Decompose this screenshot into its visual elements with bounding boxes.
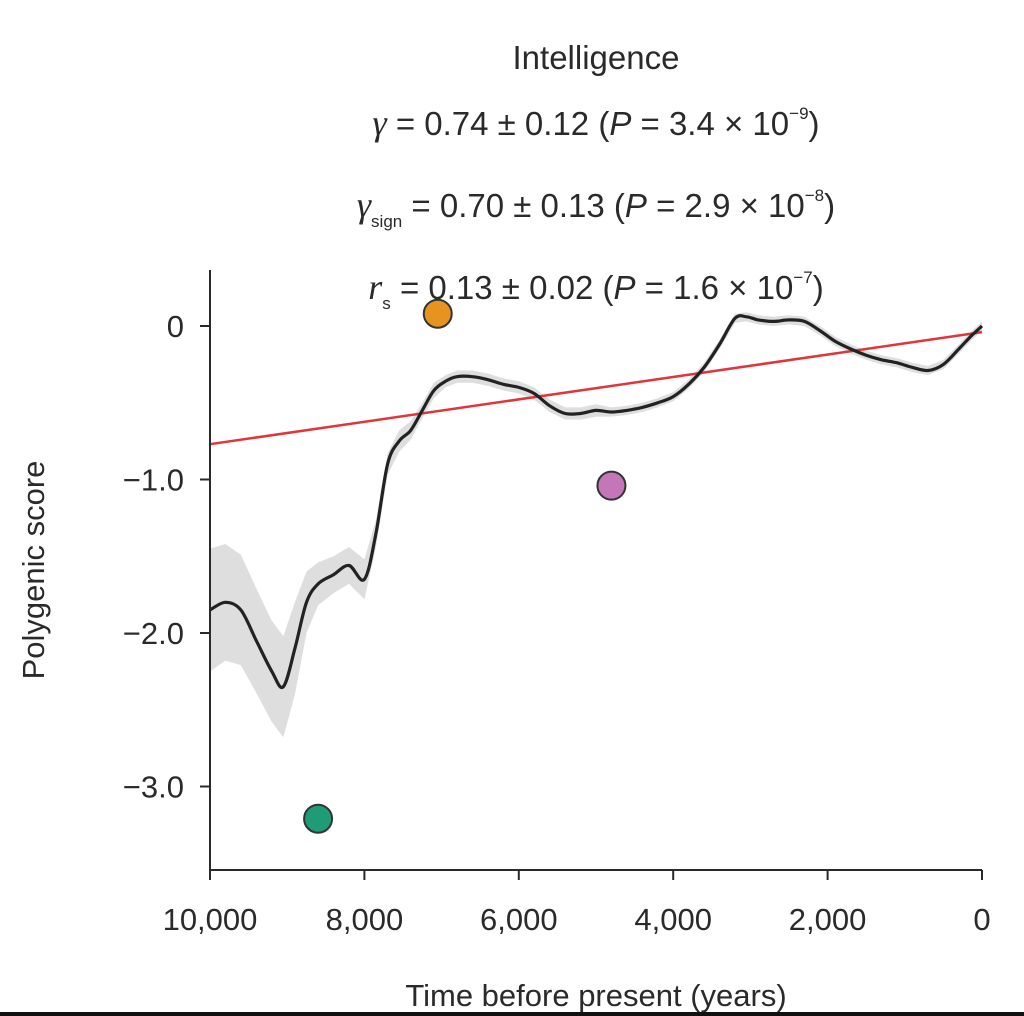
confidence-band — [210, 312, 982, 738]
x-tick-label: 4,000 — [634, 902, 712, 937]
stat-p-value: = 1.6 × 10 — [635, 269, 794, 306]
confidence-band-layer — [210, 312, 982, 738]
chart-title: Intelligence — [512, 39, 680, 76]
x-tick-label: 10,000 — [163, 902, 258, 937]
curve-layer — [209, 314, 984, 690]
stat-close: ) — [808, 105, 820, 142]
x-tick-label: 6,000 — [480, 902, 558, 937]
data-point — [422, 298, 453, 329]
polygenic-score-curve — [209, 314, 984, 690]
stat-p-value: = 3.4 × 10 — [631, 105, 790, 142]
stat-close: ) — [824, 187, 836, 224]
stat-exponent: −8 — [804, 186, 825, 205]
stat-line-gamma: γ = 0.74 ± 0.12 (P = 3.4 × 10−9) — [0, 86, 1024, 168]
stat-subscript: s — [382, 294, 391, 313]
axes-layer: 0 −1.0 −2.0 −3.0 10,000 8,000 6,000 4,000 2,000 0 — [123, 270, 991, 937]
stat-exponent: −9 — [789, 104, 809, 123]
y-tick-label: −2.0 — [123, 616, 184, 651]
stat-symbol: γ — [356, 185, 372, 225]
x-tick-label: 2,000 — [789, 902, 867, 937]
stat-p-label: P — [609, 105, 632, 142]
y-tick-label: −1.0 — [123, 463, 184, 498]
stat-p-value: = 2.9 × 10 — [646, 187, 805, 224]
points-layer — [303, 298, 627, 834]
stat-subscript: sign — [371, 212, 403, 231]
bottom-border — [0, 1012, 1024, 1016]
stat-p-label: P — [613, 269, 636, 306]
stat-close: ) — [812, 269, 824, 306]
trend-line — [209, 330, 983, 446]
y-tick-label: −3.0 — [123, 770, 184, 805]
y-tick-label: 0 — [167, 309, 184, 344]
stat-line-gamma-sign: γsign = 0.70 ± 0.13 (P = 2.9 × 10−8) — [0, 168, 1024, 250]
y-axis-label: Polygenic score — [16, 461, 51, 680]
stat-value: = 0.74 ± 0.12 ( — [395, 105, 610, 142]
data-point — [596, 470, 627, 501]
trend-line-layer — [209, 330, 983, 446]
stat-value: = 0.70 ± 0.13 ( — [411, 187, 625, 224]
stat-p-label: P — [624, 187, 647, 224]
stat-symbol: γ — [372, 103, 387, 143]
data-point — [303, 803, 334, 834]
stat-exponent: −7 — [793, 268, 813, 287]
x-axis-label: Time before present (years) — [405, 978, 786, 1013]
stat-symbol: r — [368, 267, 383, 307]
x-tick-label: 8,000 — [326, 902, 404, 937]
x-tick-label: 0 — [973, 902, 990, 937]
